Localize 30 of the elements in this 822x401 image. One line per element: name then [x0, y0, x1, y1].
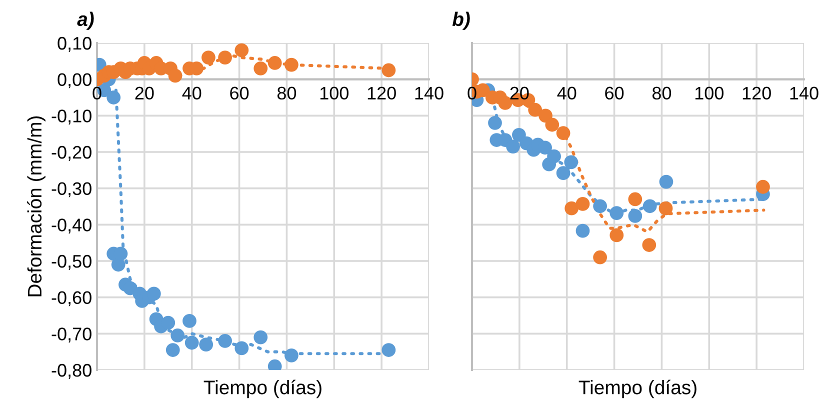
x-tick-label: 120 — [742, 86, 771, 100]
y-tick-label: -0,50 — [52, 254, 92, 270]
y-tick-label: -0,70 — [52, 328, 92, 343]
y-tick-label: -0,40 — [52, 218, 92, 234]
x-tick-label: 80 — [652, 86, 672, 100]
x-tick-label: 40 — [557, 86, 576, 100]
x-tick-label: 40 — [182, 86, 202, 100]
y-axis-title: Deformación (mm/m) — [27, 116, 46, 296]
y-tick-label: -0,10 — [52, 110, 92, 125]
y-tick-label: 0,00 — [58, 73, 92, 88]
x-axis-title: Tiempo (días) — [578, 380, 696, 398]
x-tick-label: 140 — [790, 86, 818, 100]
x-tick-label: 100 — [320, 86, 348, 100]
x-tick-label: 100 — [695, 86, 724, 100]
x-axis-title: Tiempo (días) — [204, 380, 322, 398]
y-tick-label: -0,60 — [52, 291, 92, 306]
x-tick-label: 0 — [92, 86, 102, 100]
x-tick-label: 0 — [468, 86, 476, 100]
x-tick-label: 20 — [135, 86, 154, 100]
x-tick-label: 120 — [368, 86, 396, 100]
x-tick-label: 80 — [277, 86, 296, 100]
y-tick-label: -0,20 — [52, 146, 92, 161]
y-tick-label: 0,10 — [58, 36, 92, 52]
x-tick-label: 140 — [415, 86, 444, 100]
y-tick-label: -0,80 — [52, 364, 92, 379]
x-tick-label: 60 — [605, 86, 624, 100]
chart-title: b) — [452, 12, 470, 30]
x-tick-label: 60 — [230, 86, 249, 100]
chart-title: a) — [77, 12, 94, 30]
y-tick-label: -0,30 — [52, 182, 92, 198]
